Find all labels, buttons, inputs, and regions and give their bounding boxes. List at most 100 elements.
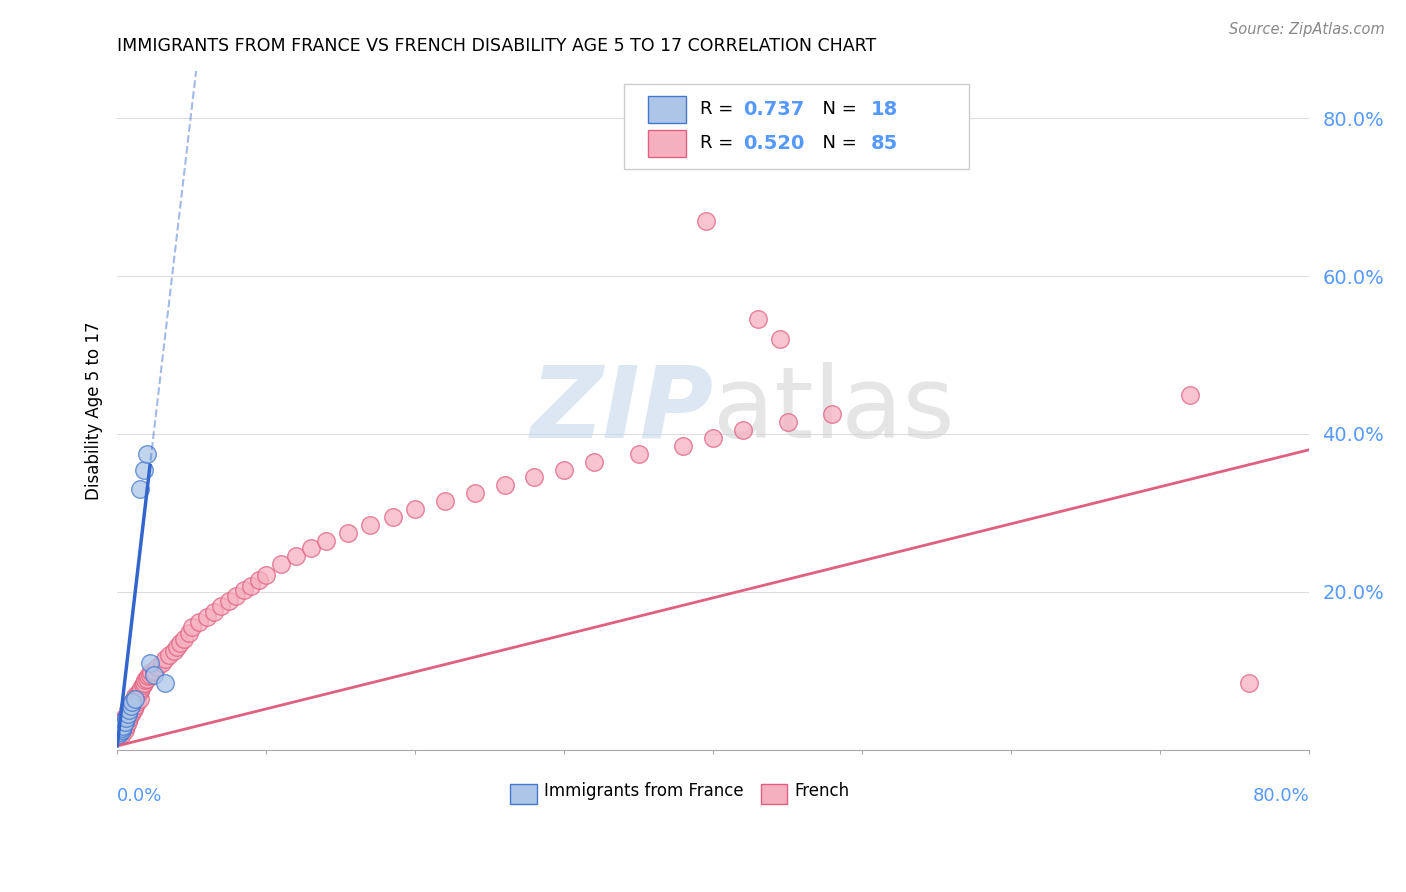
Point <box>124 689 146 703</box>
Point <box>627 447 650 461</box>
FancyBboxPatch shape <box>648 95 686 123</box>
Point <box>359 517 381 532</box>
Point <box>138 669 160 683</box>
Point <box>582 455 605 469</box>
Point <box>117 703 139 717</box>
Point <box>108 721 131 735</box>
Point <box>131 678 153 692</box>
Point <box>163 644 186 658</box>
Point <box>120 699 142 714</box>
Text: 0.520: 0.520 <box>742 134 804 153</box>
Point <box>124 699 146 714</box>
Point <box>153 675 176 690</box>
Point <box>494 478 516 492</box>
Point <box>124 691 146 706</box>
Point <box>143 668 166 682</box>
Point <box>111 723 134 738</box>
Point <box>114 709 136 723</box>
Text: 0.0%: 0.0% <box>117 788 163 805</box>
Text: 85: 85 <box>870 134 897 153</box>
FancyBboxPatch shape <box>761 784 787 805</box>
Point <box>114 723 136 738</box>
Point <box>129 681 152 696</box>
Text: N =: N = <box>811 135 862 153</box>
Point <box>115 711 138 725</box>
Point <box>114 715 136 730</box>
Point <box>120 697 142 711</box>
Y-axis label: Disability Age 5 to 17: Disability Age 5 to 17 <box>86 321 103 500</box>
Point <box>702 431 724 445</box>
Point <box>232 583 254 598</box>
Point <box>150 656 173 670</box>
Point <box>128 683 150 698</box>
Text: atlas: atlas <box>713 362 955 458</box>
Point <box>553 462 575 476</box>
Point <box>188 615 211 629</box>
Point <box>695 214 717 228</box>
Point <box>225 589 247 603</box>
Point <box>134 673 156 688</box>
Point <box>157 648 180 662</box>
Text: IMMIGRANTS FROM FRANCE VS FRENCH DISABILITY AGE 5 TO 17 CORRELATION CHART: IMMIGRANTS FROM FRANCE VS FRENCH DISABIL… <box>117 37 876 55</box>
Point <box>404 502 426 516</box>
FancyBboxPatch shape <box>510 784 537 805</box>
Point <box>254 567 277 582</box>
Text: N =: N = <box>811 101 862 119</box>
Point <box>141 665 163 680</box>
Point <box>747 312 769 326</box>
Point <box>121 696 143 710</box>
Point <box>672 439 695 453</box>
Point <box>218 594 240 608</box>
Point <box>118 699 141 714</box>
Point <box>115 711 138 725</box>
Point <box>315 533 337 548</box>
Point <box>128 691 150 706</box>
Point <box>1239 675 1261 690</box>
Point <box>107 723 129 738</box>
Point <box>121 705 143 719</box>
Point <box>127 686 149 700</box>
Point <box>731 423 754 437</box>
Text: French: French <box>794 781 849 799</box>
Point <box>122 691 145 706</box>
Point <box>270 558 292 572</box>
Point <box>122 702 145 716</box>
Point <box>153 652 176 666</box>
FancyBboxPatch shape <box>624 85 969 169</box>
Point <box>108 725 131 739</box>
Point <box>173 632 195 647</box>
Point <box>139 656 162 670</box>
Point <box>1178 387 1201 401</box>
Point <box>111 721 134 735</box>
Point <box>180 620 202 634</box>
Point <box>285 549 308 564</box>
Point <box>132 462 155 476</box>
Point <box>433 494 456 508</box>
Point <box>117 707 139 722</box>
Point <box>381 509 404 524</box>
Point <box>107 727 129 741</box>
Point <box>132 675 155 690</box>
Point <box>128 483 150 497</box>
Text: R =: R = <box>700 135 740 153</box>
Point <box>121 696 143 710</box>
Point <box>120 707 142 722</box>
Point <box>166 640 188 655</box>
Point <box>112 717 135 731</box>
Point <box>464 486 486 500</box>
FancyBboxPatch shape <box>648 130 686 157</box>
Point <box>108 717 131 731</box>
Point <box>202 605 225 619</box>
Point <box>125 696 148 710</box>
Point <box>112 721 135 735</box>
Point <box>108 725 131 739</box>
Point <box>112 719 135 733</box>
Text: Immigrants from France: Immigrants from France <box>544 781 744 799</box>
Text: R =: R = <box>700 101 740 119</box>
Point <box>114 715 136 730</box>
Point <box>136 447 159 461</box>
Point <box>107 719 129 733</box>
Point <box>146 660 169 674</box>
Point <box>112 713 135 727</box>
Point <box>117 715 139 730</box>
